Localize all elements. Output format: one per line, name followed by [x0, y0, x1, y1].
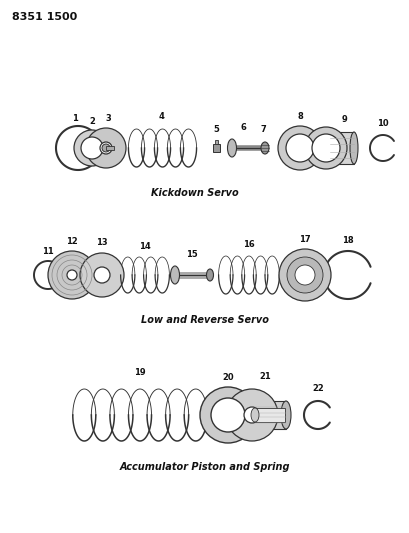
Text: 20: 20 — [222, 373, 233, 382]
Ellipse shape — [170, 266, 179, 284]
Text: 12: 12 — [66, 237, 78, 246]
Text: 22: 22 — [311, 384, 323, 393]
Ellipse shape — [250, 408, 258, 422]
Ellipse shape — [349, 132, 357, 164]
Ellipse shape — [280, 401, 290, 429]
Circle shape — [286, 257, 322, 293]
Circle shape — [243, 407, 259, 423]
Ellipse shape — [227, 139, 236, 157]
Text: Low and Reverse Servo: Low and Reverse Servo — [141, 315, 268, 325]
Circle shape — [67, 270, 77, 280]
Text: 18: 18 — [342, 236, 353, 245]
Bar — [325, 132, 353, 164]
Text: 5: 5 — [213, 125, 218, 134]
Circle shape — [311, 134, 339, 162]
Text: 2: 2 — [89, 117, 95, 126]
Text: 10: 10 — [376, 119, 388, 128]
Text: Kickdown Servo: Kickdown Servo — [151, 188, 238, 198]
Text: 19: 19 — [134, 368, 146, 377]
Bar — [254, 408, 284, 422]
Text: 16: 16 — [243, 240, 254, 249]
Circle shape — [81, 137, 103, 159]
Text: 8351 1500: 8351 1500 — [12, 12, 77, 22]
Bar — [252, 401, 285, 429]
Circle shape — [278, 249, 330, 301]
Circle shape — [225, 389, 277, 441]
Text: 4: 4 — [159, 112, 164, 121]
Circle shape — [102, 144, 110, 152]
Text: 15: 15 — [186, 250, 198, 259]
Text: 14: 14 — [139, 242, 151, 251]
Circle shape — [285, 134, 313, 162]
Circle shape — [277, 126, 321, 170]
Circle shape — [94, 267, 110, 283]
Text: 9: 9 — [341, 115, 347, 124]
Text: 17: 17 — [299, 235, 310, 244]
Ellipse shape — [261, 142, 268, 154]
Circle shape — [48, 251, 96, 299]
Bar — [106, 146, 114, 150]
Text: 1: 1 — [72, 114, 78, 123]
Text: 8: 8 — [297, 112, 302, 121]
Text: 13: 13 — [96, 238, 108, 247]
Text: 7: 7 — [259, 125, 265, 134]
Circle shape — [100, 142, 112, 154]
Circle shape — [211, 398, 245, 432]
Text: 11: 11 — [42, 247, 54, 256]
Bar — [214, 140, 218, 144]
Circle shape — [294, 265, 314, 285]
Circle shape — [80, 253, 124, 297]
Text: 6: 6 — [240, 123, 245, 132]
Text: 21: 21 — [258, 372, 270, 381]
Text: Accumulator Piston and Spring: Accumulator Piston and Spring — [119, 462, 290, 472]
Circle shape — [86, 128, 126, 168]
Circle shape — [200, 387, 255, 443]
Circle shape — [74, 130, 110, 166]
Text: 3: 3 — [105, 114, 110, 123]
Ellipse shape — [206, 269, 213, 281]
Circle shape — [304, 127, 346, 169]
Circle shape — [289, 260, 319, 290]
Bar — [213, 144, 220, 152]
